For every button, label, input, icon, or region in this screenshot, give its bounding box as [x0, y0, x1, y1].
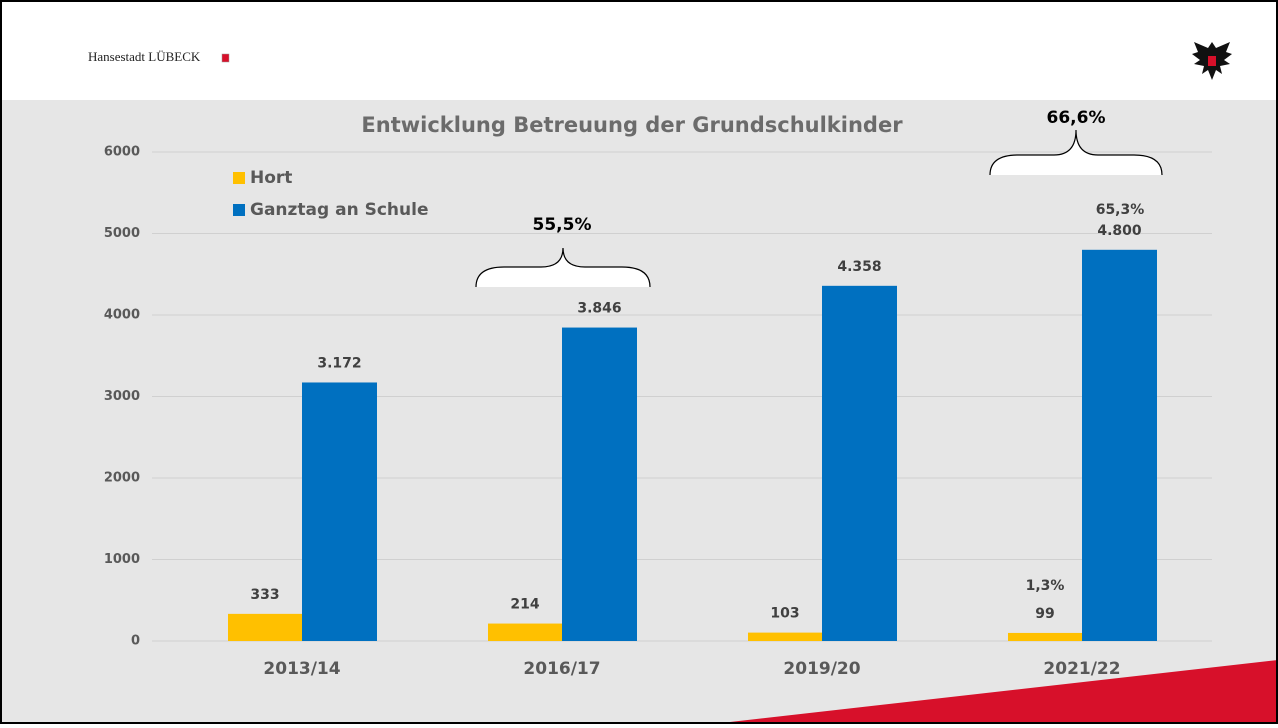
annotation: 65,3%: [1096, 202, 1145, 218]
data-label: 103: [770, 606, 799, 622]
brace-line: [475, 247, 651, 288]
x-tick-label: 2019/20: [783, 659, 860, 679]
y-tick-label: 4000: [104, 308, 140, 323]
bar: [748, 632, 822, 641]
annotation: 55,5%: [533, 215, 592, 235]
bar: [228, 613, 302, 641]
eagle-logo: [1192, 42, 1232, 80]
brace: [476, 248, 650, 287]
brand-square: [221, 53, 230, 63]
data-label: 99: [1035, 606, 1054, 622]
legend-swatch: [233, 204, 245, 216]
red-triangle: [730, 660, 1278, 722]
x-tick-label: 2016/17: [523, 659, 600, 679]
legend-label: Hort: [250, 168, 292, 188]
annotation: 66,6%: [1047, 108, 1106, 128]
data-label: 4.800: [1097, 223, 1142, 239]
data-label: 3.172: [317, 355, 361, 371]
brace: [990, 130, 1162, 175]
brace-line: [989, 129, 1163, 176]
y-tick-label: 0: [131, 634, 140, 649]
x-tick-label: 2013/14: [263, 659, 340, 679]
annotation: 1,3%: [1026, 578, 1065, 594]
bar: [562, 327, 637, 641]
bar: [302, 382, 377, 641]
chart-title: Entwicklung Betreuung der Grundschulkind…: [361, 113, 903, 137]
x-tick-label: 2021/22: [1043, 659, 1120, 679]
y-tick-label: 3000: [104, 389, 140, 404]
legend-swatch: [233, 172, 245, 184]
y-tick-label: 5000: [104, 226, 140, 241]
bar: [822, 285, 897, 641]
data-label: 3.846: [577, 301, 621, 317]
y-tick-label: 6000: [104, 145, 140, 160]
y-tick-label: 1000: [104, 552, 140, 567]
chart-area: [2, 100, 1276, 722]
brand: Hansestadt LÜBECK: [88, 49, 201, 64]
legend-label: Ganztag an Schule: [250, 200, 428, 220]
data-label: 333: [250, 587, 279, 603]
y-tick-label: 2000: [104, 471, 140, 486]
bar: [1008, 632, 1082, 641]
data-label: 4.358: [837, 259, 881, 275]
bar: [1082, 249, 1157, 642]
data-label: 214: [510, 597, 539, 613]
bar: [488, 623, 562, 641]
